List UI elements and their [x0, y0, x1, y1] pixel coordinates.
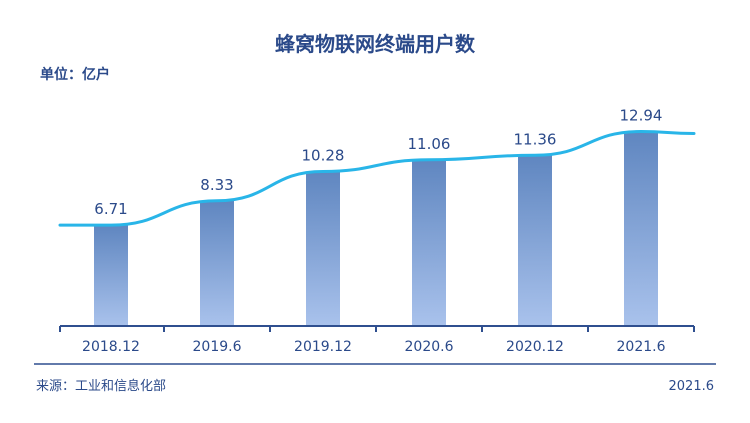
source-note: 来源：工业和信息化部 [36, 378, 166, 394]
value-labels-layer: 6.71 8.33 10.28 11.06 11.36 12.94 [94, 107, 662, 219]
trend-line [58, 130, 696, 227]
x-tick-label-2020.6: 2020.6 [405, 339, 454, 355]
bar-2018.12 [94, 225, 128, 326]
bars-layer [94, 131, 658, 326]
x-tick-label-2018.12: 2018.12 [82, 339, 140, 355]
bar-2021.6 [624, 131, 658, 326]
value-label-2020.6: 11.06 [408, 135, 451, 153]
footer-date: 2021.6 [669, 379, 715, 394]
value-label-2020.12: 11.36 [514, 130, 557, 148]
bar-2019.12 [306, 171, 340, 326]
value-label-2019.6: 8.33 [200, 176, 233, 194]
value-label-2018.12: 6.71 [94, 200, 127, 218]
value-label-2021.6: 12.94 [620, 107, 663, 125]
x-ticks-layer [59, 326, 695, 332]
x-tick-labels-layer: 2018.12 2019.6 2019.12 2020.6 2020.12 2021.6 [82, 339, 666, 355]
unit-label: 单位：亿户 [40, 66, 110, 83]
x-tick-label-2019.12: 2019.12 [294, 339, 352, 355]
bar-2020.6 [412, 159, 446, 326]
trend-line-layer [58, 130, 696, 227]
bar-2019.6 [200, 200, 234, 326]
x-tick-label-2019.6: 2019.6 [193, 339, 242, 355]
x-tick-label-2020.12: 2020.12 [506, 339, 564, 355]
x-tick-label-2021.6: 2021.6 [617, 339, 666, 355]
chart-title: 蜂窝物联网终端用户数 [275, 32, 476, 56]
bar-2020.12 [518, 155, 552, 326]
value-label-2019.12: 10.28 [302, 146, 345, 164]
